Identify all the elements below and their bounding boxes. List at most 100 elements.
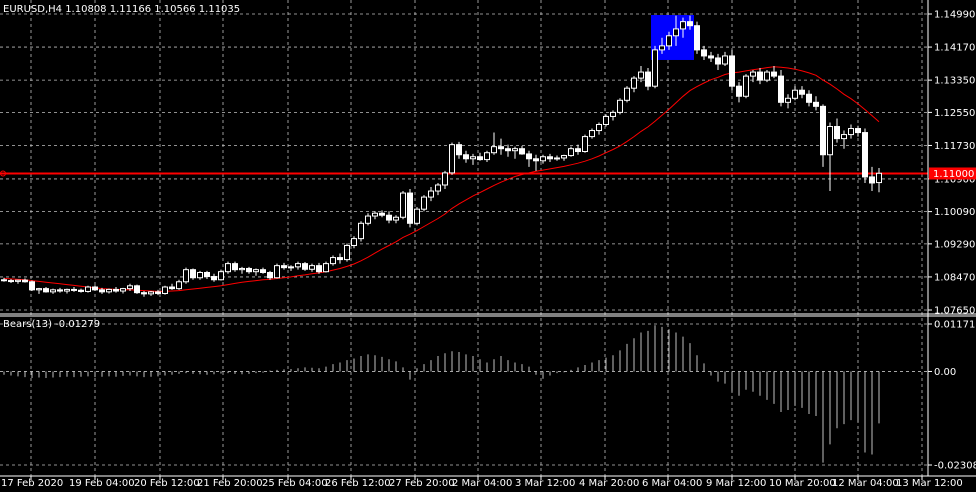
candle-body-down (22, 279, 28, 283)
candle (141, 291, 147, 297)
ind-y-tick-label: 0.01171 (934, 320, 975, 331)
candle (162, 285, 168, 295)
x-tick-label: 17 Feb 2020 (1, 478, 63, 489)
candle (554, 155, 560, 161)
candle (547, 153, 553, 162)
candle (673, 15, 679, 46)
candle-body-up (876, 172, 882, 184)
candle (540, 154, 546, 164)
candle-body-up (638, 71, 644, 79)
candle-body-down (757, 71, 763, 81)
candle-body-up (428, 190, 434, 198)
candle-body-up (785, 97, 791, 103)
candle-body-up (666, 35, 672, 47)
candle-body-up (162, 286, 168, 294)
candle (113, 287, 119, 293)
candle-body-down (99, 289, 105, 293)
candle (218, 269, 224, 281)
candle-body-up (253, 269, 259, 273)
x-tick-label: 26 Feb 12:00 (325, 478, 391, 489)
y-tick-label: 1.14990 (934, 10, 975, 21)
candle-body-up (603, 115, 609, 125)
candle (99, 287, 105, 294)
candle-body-up (631, 77, 637, 89)
x-tick-label: 10 Mar 20:00 (769, 478, 836, 489)
candle (253, 268, 259, 276)
candle-body-up (106, 288, 112, 293)
candle-body-down (386, 214, 392, 221)
candle-body-up (435, 184, 441, 192)
y-tick-label: 1.14170 (934, 43, 975, 54)
candle (470, 153, 476, 165)
candle (372, 211, 378, 220)
candle (505, 144, 511, 157)
candle (43, 287, 49, 293)
candle-body-down (1, 279, 7, 282)
candle (610, 110, 616, 121)
price-axis: 1.14990 1.14170 1.13350 1.12550 1.11730 1.109… (0, 0, 976, 477)
candle-body-up (15, 279, 21, 282)
candle (834, 118, 840, 143)
candle (463, 150, 469, 163)
candle-body-down (505, 148, 511, 152)
candle (743, 74, 749, 99)
candle-body-up (393, 216, 399, 221)
candle-body-up (561, 155, 567, 159)
candle-body-up (617, 99, 623, 113)
candle (638, 66, 644, 83)
candle (568, 146, 574, 157)
candle (190, 268, 196, 280)
candle (841, 130, 847, 149)
x-tick-label: 6 Mar 04:00 (642, 478, 702, 489)
candle (22, 278, 28, 283)
ind-y-tick-label: 0.00 (934, 367, 956, 378)
candle (855, 125, 861, 137)
candle (407, 189, 413, 228)
candle-body-down (694, 25, 700, 51)
candle (778, 70, 784, 107)
candle-body-down (855, 128, 861, 134)
candle (715, 53, 721, 71)
candle-body-up (309, 265, 315, 270)
candle (512, 146, 518, 159)
candle (820, 104, 826, 167)
candle-body-up (323, 263, 329, 273)
y-tick-label: 1.07650 (934, 306, 975, 317)
candle-body-up (442, 172, 448, 186)
candle (330, 255, 336, 266)
x-tick-label: 9 Mar 12:00 (706, 478, 766, 489)
candle (8, 278, 14, 283)
candle-body-up (148, 291, 154, 295)
candle-body-up (491, 146, 497, 154)
candle-body-up (659, 45, 665, 51)
candle-body-up (848, 128, 854, 136)
candle (274, 263, 280, 279)
candle (351, 236, 357, 249)
candle-body-up (218, 271, 224, 281)
x-tick-label: 2 Mar 04:00 (452, 478, 512, 489)
candle-body-down (78, 289, 84, 292)
candle-body-down (806, 93, 812, 103)
candle (491, 132, 497, 155)
candle-body-up (540, 156, 546, 162)
candle (85, 285, 91, 293)
current-price-label: 1.11000 (933, 169, 974, 180)
candle-body-down (547, 156, 553, 160)
candle (722, 51, 728, 67)
candle (197, 270, 203, 280)
candle-body-up (680, 21, 686, 30)
x-tick-label: 3 Mar 12:00 (515, 478, 575, 489)
candle-body-down (477, 156, 483, 161)
candle (57, 287, 63, 293)
candle (302, 262, 308, 271)
candle-body-down (708, 55, 714, 59)
x-tick-label: 19 Feb 04:00 (69, 478, 135, 489)
candle-body-up (288, 266, 294, 269)
candle (204, 270, 210, 279)
candle (498, 138, 504, 155)
candle-body-down (232, 263, 238, 271)
candle (267, 270, 273, 280)
candle (456, 141, 462, 159)
candle (477, 152, 483, 161)
